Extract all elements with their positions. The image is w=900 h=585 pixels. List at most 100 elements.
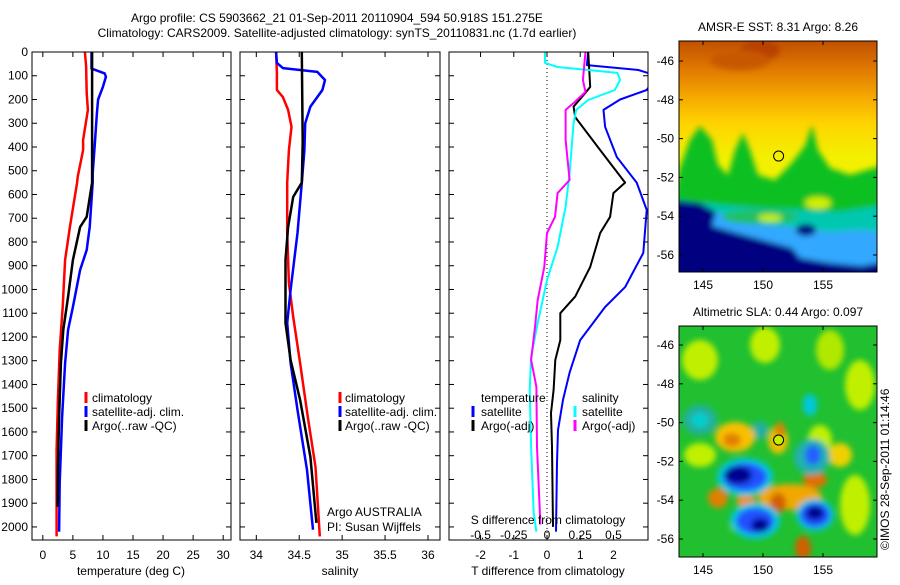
x-axis-label-t-difference: T difference from climatology (471, 564, 625, 578)
series-line-temperature-satellite (555, 52, 648, 532)
lon-tick-label: 145 (693, 563, 713, 577)
s-axis-label: S difference from climatology (471, 513, 626, 527)
x-tick-label: 25 (186, 548, 200, 562)
lat-tick-label: -52 (657, 170, 675, 184)
map-title-sla: Altimetric SLA: 0.44 Argo: 0.097 (693, 305, 863, 319)
sst-map (679, 41, 877, 272)
x-tick-label: -1 (508, 548, 519, 562)
sla-map-axes: 145 150 155 -46 -48 -50 -52 -54 -56 (657, 325, 878, 577)
lat-tick-label: -54 (657, 209, 675, 223)
y-tick-label: 700 (8, 211, 28, 225)
series-group (55, 52, 108, 537)
s-tick-label: 0.5 (605, 528, 622, 542)
series-line-argo-raw-qc (56, 52, 94, 507)
map-title-sst: AMSR-E SST: 8.31 Argo: 8.26 (698, 20, 858, 34)
legend-label: Argo(-adj) (582, 419, 635, 433)
imos-credit: ©IMOS 28-Sep-2011 01:14:46 (878, 388, 892, 550)
legend-label: satellite-adj. clim. (345, 405, 437, 419)
s-tick-label: 0 (544, 528, 551, 542)
legend-label: satellite (582, 405, 623, 419)
x-tick-label: 0 (39, 548, 46, 562)
lat-tick-label: -52 (657, 454, 675, 468)
x-tick-label: 10 (96, 548, 110, 562)
y-tick-label: 1300 (1, 354, 28, 368)
y-tick-label: 0 (21, 45, 28, 59)
legend-header-temperature: temperature (481, 391, 546, 405)
x-tick-label: 36 (421, 548, 435, 562)
panel-frame (31, 51, 232, 541)
x-tick-label: 30 (217, 548, 231, 562)
x-tick-label: -2 (475, 548, 486, 562)
y-tick-label: 900 (8, 259, 28, 273)
map-frame (678, 325, 878, 558)
x-tick-label: 2 (610, 548, 617, 562)
x-tick-label: 20 (156, 548, 170, 562)
legend-label: Argo(..raw -QC) (345, 419, 430, 433)
series-line-salinity-satellite (528, 52, 622, 532)
x-tick-label: 0 (544, 548, 551, 562)
lat-tick-label: -48 (657, 377, 675, 391)
y-tick-label: 1700 (1, 449, 28, 463)
lat-tick-label: -56 (657, 248, 675, 262)
profile-panel-2: -2 -1 0 1 2 -0.5 -0.25 0 0.25 0.5 (448, 51, 649, 562)
title-line-2: Climatology: CARS2009. Satellite-adjuste… (98, 26, 577, 40)
series-line-climatology (55, 52, 90, 537)
x-tick-label: 5 (70, 548, 77, 562)
s-tick-label: -0.25 (500, 528, 528, 542)
profile-panel-1: 34 34.5 35 35.5 36 (239, 51, 441, 562)
title-line-1: Argo profile: CS 5903662_21 01-Sep-2011 … (131, 11, 543, 25)
lon-tick-label: 155 (813, 563, 833, 577)
x-tick-label: 34.5 (288, 548, 312, 562)
y-tick-label: 1200 (1, 330, 28, 344)
panel-frame (448, 51, 649, 541)
series-line-salinity-argo-adj (530, 52, 587, 525)
series-group (528, 52, 648, 532)
legend-label: satellite-adj. clim. (92, 405, 184, 419)
legend-header-salinity: salinity (582, 391, 619, 405)
legend-label: climatology (345, 391, 405, 405)
argo-position-marker (773, 150, 785, 162)
sla-map (679, 326, 877, 557)
x-tick-label: 34 (250, 548, 264, 562)
legend-label: Argo(-adj) (481, 419, 534, 433)
lat-tick-label: -56 (657, 532, 675, 546)
s-tick-label: 0.25 (569, 528, 593, 542)
series-line-temperature-argo-adj (550, 52, 627, 527)
panel-frame (239, 51, 441, 541)
lat-tick-label: -46 (657, 54, 675, 68)
legend-label: Argo(..raw -QC) (92, 419, 177, 433)
lat-tick-label: -50 (657, 416, 675, 430)
annotation-pi: PI: Susan Wijffels (327, 520, 421, 534)
x-tick-label: 35.5 (373, 548, 397, 562)
series-line-climatology (274, 52, 322, 537)
argo-position-marker (773, 434, 785, 446)
temperature-legend: climatology satellite-adj. clim. Argo(..… (84, 391, 184, 433)
sst-map-axes: 145 150 155 -46 -48 -50 -52 -54 -56 (657, 40, 878, 292)
annotation-argo-australia: Argo AUSTRALIA (327, 505, 422, 519)
y-tick-label: 1600 (1, 425, 28, 439)
difference-legend: temperature satellite Argo(-adj) salinit… (471, 391, 635, 433)
y-tick-label: 2000 (1, 520, 28, 534)
lat-tick-label: -54 (657, 493, 675, 507)
y-tick-label: 1400 (1, 377, 28, 391)
y-tick-label: 1100 (2, 306, 28, 320)
lat-tick-label: -48 (657, 93, 675, 107)
profile-panel-0: 0100200300400500600700800900100011001200… (1, 45, 232, 562)
map-frame (678, 40, 878, 273)
y-tick-label: 1500 (1, 401, 28, 415)
x-tick-label: 15 (126, 548, 140, 562)
series-line-argo-raw-qc (284, 52, 318, 524)
lon-tick-label: 145 (693, 278, 713, 292)
y-tick-label: 1800 (1, 472, 28, 486)
y-tick-label: 300 (8, 116, 28, 130)
s-tick-label: -0.5 (470, 528, 491, 542)
series-line-satellite-adj-clim (57, 52, 108, 532)
y-tick-label: 800 (8, 235, 28, 249)
lon-tick-label: 155 (813, 278, 833, 292)
legend-label: climatology (92, 391, 152, 405)
y-tick-label: 1000 (1, 282, 28, 296)
y-tick-label: 400 (8, 140, 28, 154)
y-tick-label: 200 (8, 92, 28, 106)
y-tick-label: 1900 (1, 496, 28, 510)
